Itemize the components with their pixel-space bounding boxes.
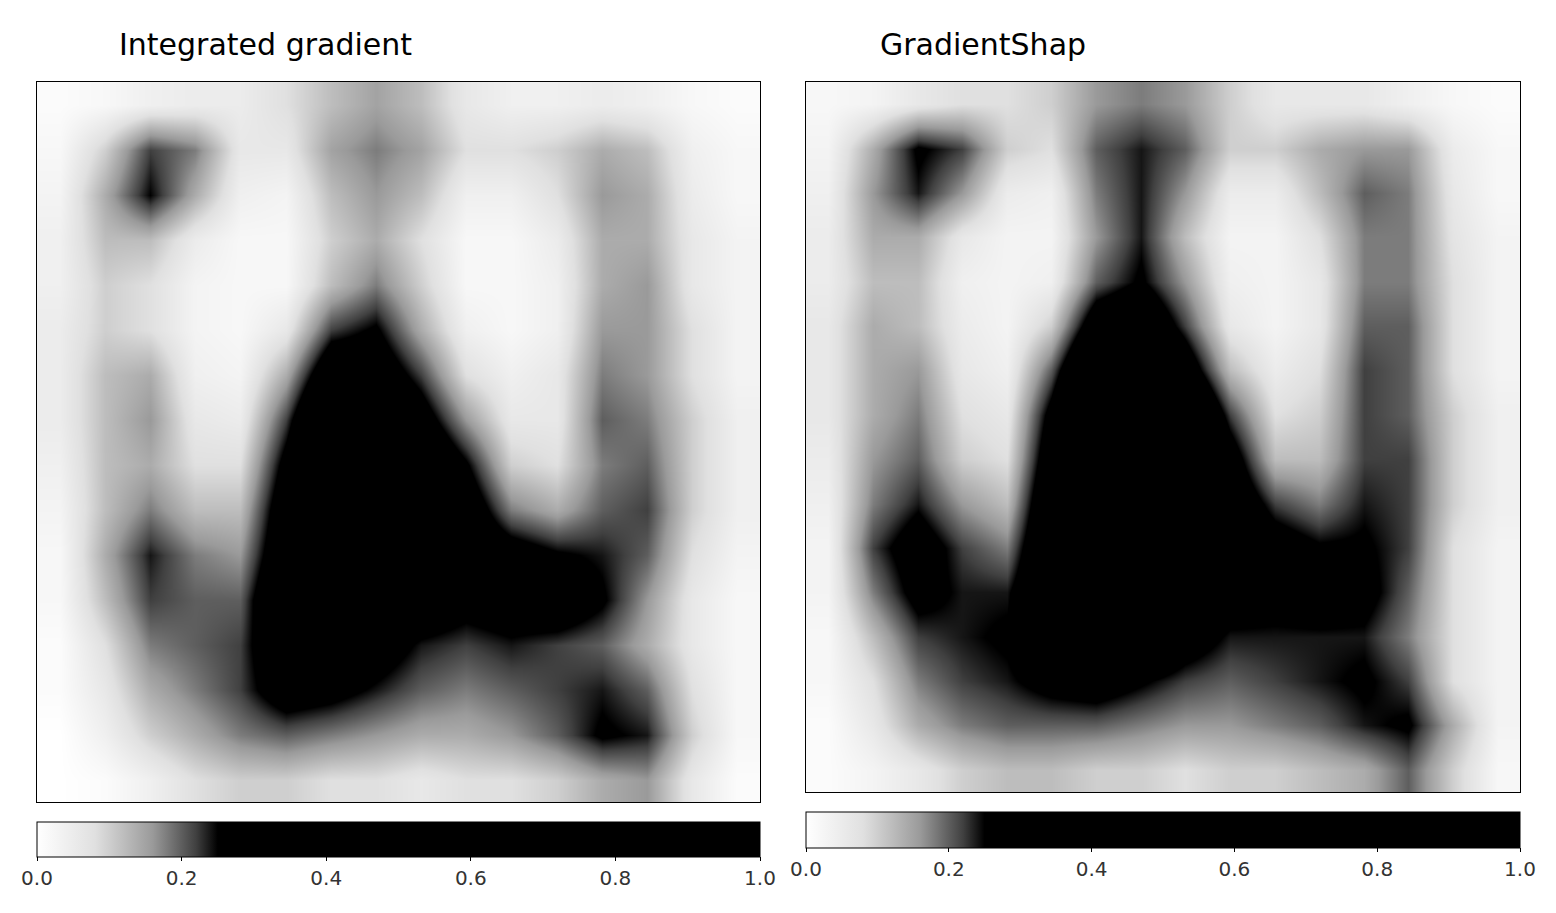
svg-text:0.8: 0.8 bbox=[1361, 857, 1393, 881]
svg-text:0.2: 0.2 bbox=[166, 866, 198, 890]
svg-text:0.0: 0.0 bbox=[21, 866, 53, 890]
svg-text:0.2: 0.2 bbox=[933, 857, 965, 881]
svg-text:0.8: 0.8 bbox=[599, 866, 631, 890]
svg-text:Integrated gradient: Integrated gradient bbox=[119, 27, 412, 62]
svg-text:0.6: 0.6 bbox=[455, 866, 487, 890]
svg-text:1.0: 1.0 bbox=[744, 866, 776, 890]
svg-text:0.4: 0.4 bbox=[310, 866, 342, 890]
svg-text:0.6: 0.6 bbox=[1218, 857, 1250, 881]
svg-text:0.4: 0.4 bbox=[1076, 857, 1108, 881]
svg-text:0.0: 0.0 bbox=[790, 857, 822, 881]
svg-text:1.0: 1.0 bbox=[1504, 857, 1536, 881]
svg-text:GradientShap: GradientShap bbox=[880, 27, 1086, 62]
